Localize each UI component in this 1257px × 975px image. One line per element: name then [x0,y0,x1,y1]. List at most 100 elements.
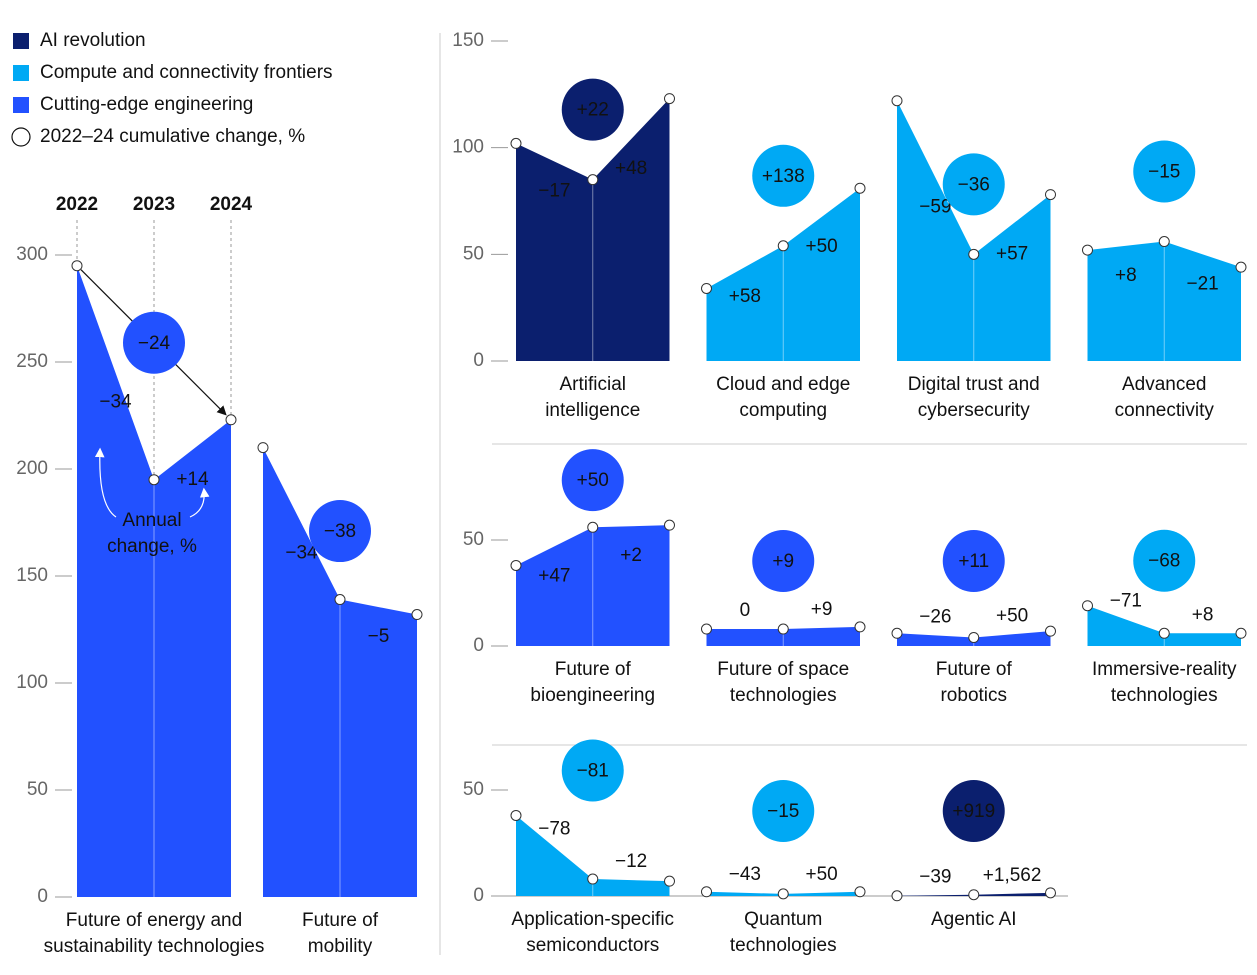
panel-label: computing [739,400,827,421]
panel-label: Cloud and edge [716,374,850,395]
y-tick-label: 0 [473,635,484,656]
area [706,626,860,646]
point [225,414,237,426]
area [706,188,860,361]
y-tick-label: 0 [37,886,48,907]
change-label: −12 [615,851,647,872]
change-label: +8 [1192,604,1214,625]
change-label: +50 [806,236,838,257]
total-label: +9 [772,551,794,572]
change-label: −17 [538,181,570,202]
panel-label: Quantum [744,909,822,930]
point [854,886,866,898]
panel-label: Artificial [559,374,626,395]
change-label: −34 [99,392,132,413]
total-bubble [561,449,624,512]
total-label: +11 [958,551,989,572]
point [148,474,160,486]
point [1045,189,1056,201]
change-label: −21 [1187,273,1219,294]
annotation-arrow [189,487,210,518]
point [664,519,675,531]
point [1235,627,1247,639]
area [77,265,231,897]
area [897,892,1051,896]
change-label: −59 [919,197,951,218]
annotation: Annual [122,510,181,531]
point [587,174,599,186]
point [587,873,599,885]
y-tick-label: 50 [27,779,48,800]
point [968,248,980,260]
year-label: 2022 [56,194,98,215]
total-bubble [752,530,815,592]
total-bubble [561,78,624,141]
panel-label: technologies [730,685,837,706]
panel-label: Future of [302,910,379,931]
change-label: −26 [919,606,951,627]
area [516,98,670,361]
total-bubble [309,500,371,563]
legend-label: Compute and connectivity frontiers [40,62,333,83]
change-label: +48 [615,158,647,179]
total-bubble [1133,529,1196,592]
total-bubble [942,153,1005,216]
year-label: 2023 [133,194,175,215]
change-label: −34 [285,543,318,564]
point [1235,261,1247,273]
legend-label: Cutting-edge engineering [40,94,253,115]
panel-label: Future of space [717,659,849,680]
change-label: −71 [1110,591,1142,612]
panel-label: robotics [940,685,1007,706]
point [777,623,789,635]
legend-swatch [13,97,29,113]
y-tick-label: 100 [452,137,484,158]
point [1045,887,1056,899]
panel-label: connectivity [1115,400,1215,421]
total-bubble [123,311,185,374]
panel-label: cybersecurity [918,400,1030,421]
point [664,875,675,887]
panel-label: semiconductors [526,935,659,956]
change-label: +50 [806,864,838,885]
total-bubble [942,780,1005,842]
point [510,809,522,821]
y-tick-label: 150 [16,565,48,586]
total-label: −81 [577,760,609,781]
y-tick-label: 300 [16,244,48,265]
legend-swatch [13,33,29,49]
point [968,632,980,644]
annotation-arrow [94,447,117,518]
legend-label: 2022–24 cumulative change, % [40,126,305,147]
point [777,888,789,900]
point [71,260,83,272]
panel-label: intelligence [545,400,640,421]
area [516,815,670,896]
panel-label: mobility [308,936,373,957]
point [334,594,346,606]
point [1045,625,1056,637]
point [891,95,903,107]
point [701,886,712,898]
panel-label: Agentic AI [931,909,1017,930]
y-tick-label: 0 [473,885,484,906]
panel-label: Advanced [1122,374,1207,395]
change-label: −43 [729,864,761,885]
panel-label: Future of [936,659,1013,680]
panel-label: Application-specific [511,909,674,930]
total-bubble [942,530,1005,592]
panel-label: technologies [730,935,837,956]
point [891,890,903,902]
total-label: +138 [762,166,805,187]
area [1087,241,1241,361]
change-label: +9 [811,599,833,620]
y-tick-label: 0 [473,350,484,371]
point [1158,627,1170,639]
total-label: −15 [1148,162,1180,183]
total-bubble [1133,140,1196,203]
point [587,521,599,533]
point [411,609,423,621]
year-label: 2024 [210,194,253,215]
area [263,447,417,897]
point [510,137,522,149]
